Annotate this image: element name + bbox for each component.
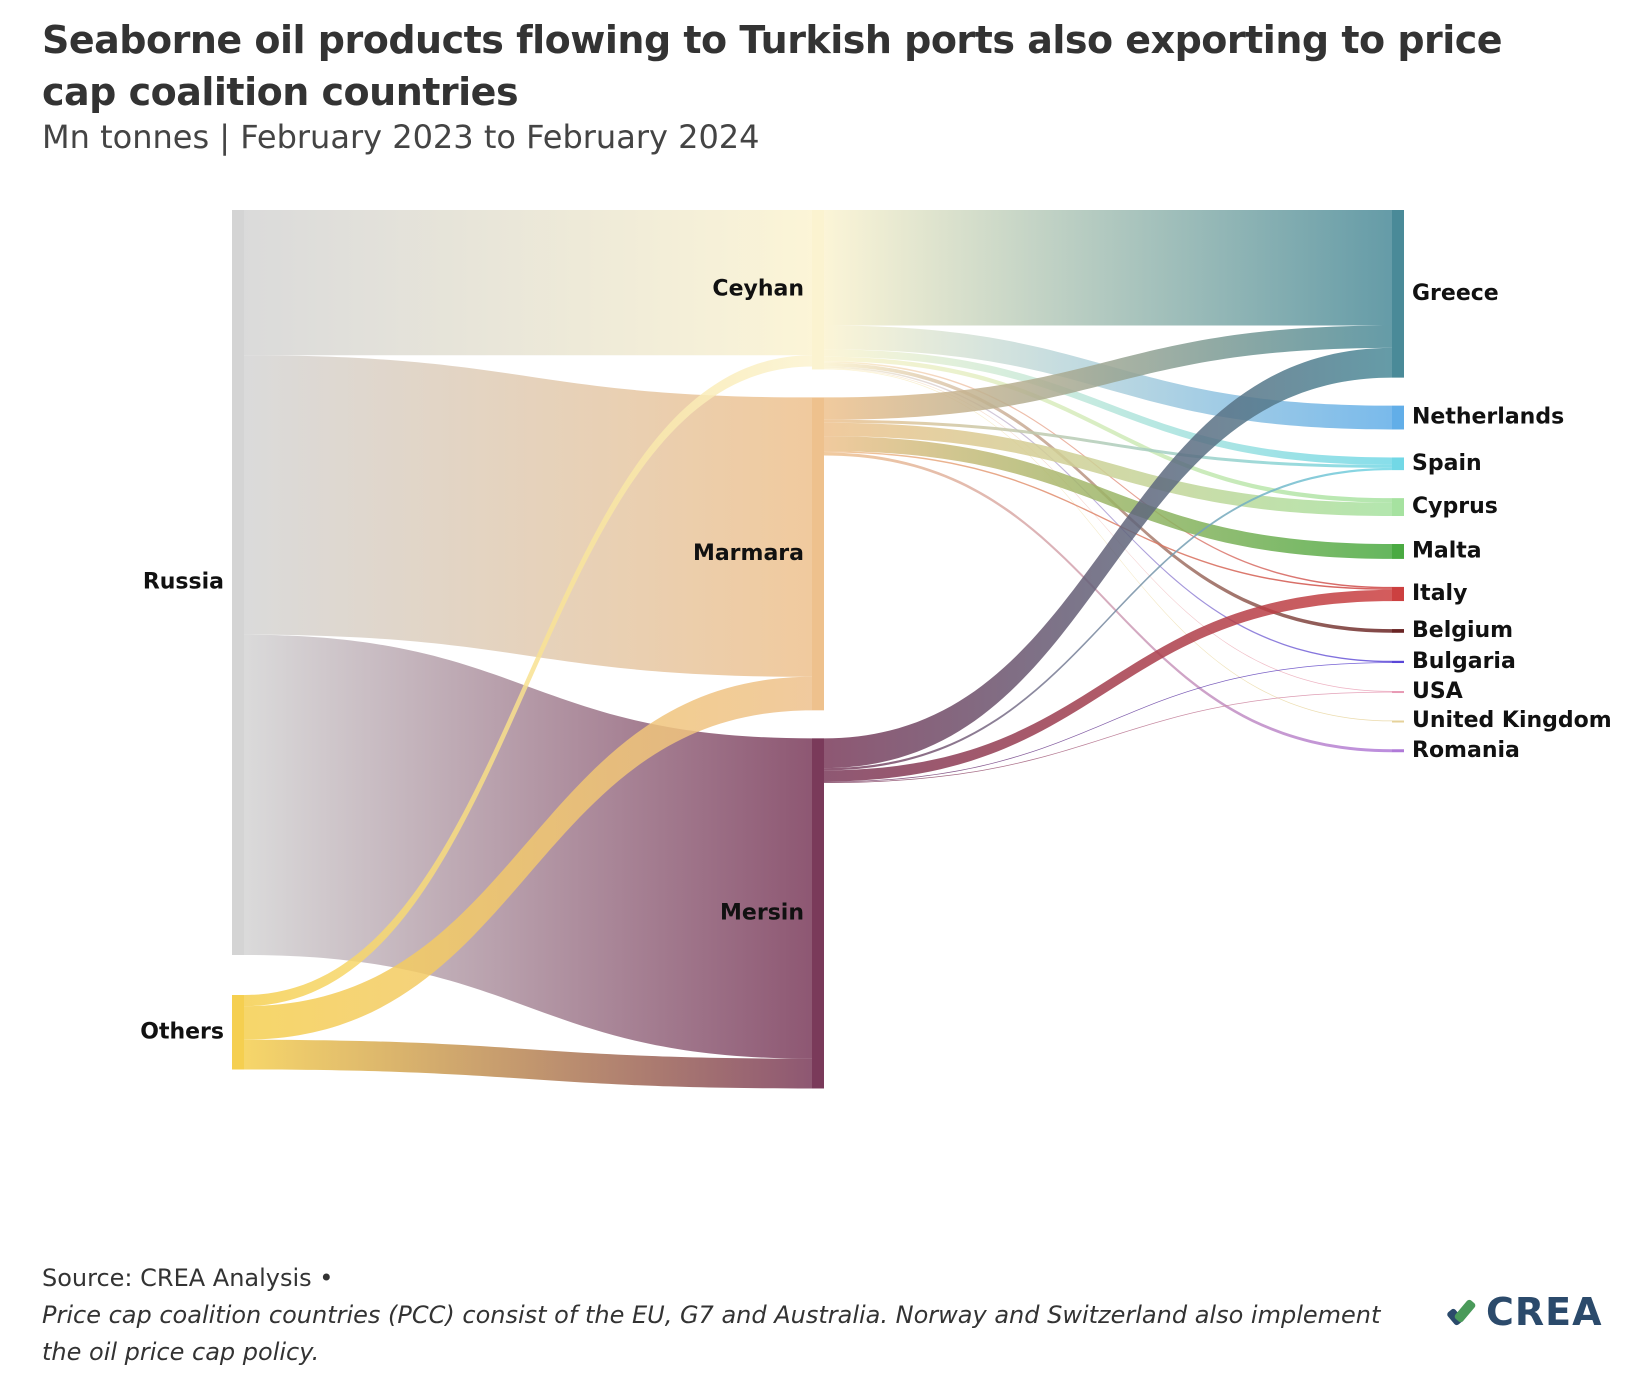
node-malta <box>1392 544 1404 559</box>
link-mersin-italy <box>824 589 1392 782</box>
node-cyprus <box>1392 498 1404 517</box>
link-ceyhan-spain <box>824 349 1392 465</box>
node-label-bulgaria: Bulgaria <box>1412 649 1516 674</box>
crea-logo-text: CREA <box>1486 1290 1603 1334</box>
node-label-mersin: Mersin <box>720 900 804 925</box>
link-russia-marmara <box>244 355 812 677</box>
link-mersin-bulgaria <box>824 662 1392 783</box>
crea-logo: CREA <box>1446 1290 1603 1334</box>
node-label-netherlands: Netherlands <box>1412 405 1564 430</box>
link-others-mersin <box>244 1039 812 1089</box>
node-label-belgium: Belgium <box>1412 618 1513 643</box>
node-label-italy: Italy <box>1412 581 1467 606</box>
node-label-others: Others <box>140 1019 224 1044</box>
chart-title: Seaborne oil products flowing to Turkish… <box>42 18 1503 114</box>
node-mersin <box>812 738 824 1089</box>
link-marmara-malta <box>824 436 1392 559</box>
node-label-ceyhan: Ceyhan <box>712 277 804 302</box>
node-spain <box>1392 457 1404 471</box>
chart-subtitle: Mn tonnes | February 2023 to February 20… <box>42 118 760 156</box>
node-ceyhan <box>812 210 824 370</box>
node-italy <box>1392 586 1404 602</box>
sankey-chart: Russia Others Ceyhan Marmara Mersin Greece Net… <box>140 210 1612 1089</box>
node-netherlands <box>1392 405 1404 430</box>
node-label-spain: Spain <box>1412 451 1482 476</box>
footer: Source: CREA Analysis • Price cap coalit… <box>42 1260 1422 1371</box>
node-label-uk: United Kingdom <box>1412 708 1612 733</box>
node-belgium <box>1392 629 1404 633</box>
link-others-ceyhan <box>244 355 812 1007</box>
node-marmara <box>812 397 824 711</box>
labels-layer: Russia Others Ceyhan Marmara Mersin Greece Net… <box>140 277 1611 1045</box>
node-label-malta: Malta <box>1412 538 1482 563</box>
node-romania <box>1392 749 1404 753</box>
link-ceyhan-cyprus <box>824 356 1392 503</box>
link-marmara-greece <box>824 325 1392 420</box>
node-label-romania: Romania <box>1412 738 1520 763</box>
link-ceyhan-bulgaria <box>824 366 1392 663</box>
link-mersin-usa <box>824 691 1392 784</box>
node-russia <box>232 210 244 955</box>
link-ceyhan-greece <box>824 210 1392 326</box>
link-marmara-spain <box>824 419 1392 468</box>
node-label-greece: Greece <box>1412 281 1499 306</box>
node-usa <box>1392 691 1404 694</box>
link-marmara-cyprus <box>824 422 1392 517</box>
node-label-cyprus: Cyprus <box>1412 494 1498 519</box>
node-label-russia: Russia <box>143 570 224 595</box>
link-others-marmara <box>244 676 812 1040</box>
node-label-marmara: Marmara <box>693 541 804 566</box>
link-ceyhan-usa <box>824 367 1392 692</box>
nodes-layer <box>232 210 1404 1089</box>
link-marmara-italy <box>824 451 1392 590</box>
link-marmara-romania <box>824 452 1392 753</box>
node-uk <box>1392 720 1404 723</box>
node-greece <box>1392 210 1404 378</box>
links-layer <box>244 210 1392 1089</box>
link-russia-ceyhan <box>244 210 812 356</box>
link-mersin-spain <box>824 467 1392 771</box>
node-label-usa: USA <box>1412 679 1463 704</box>
footnote-text: Price cap coalition countries (PCC) cons… <box>42 1301 1381 1366</box>
link-mersin-greece <box>824 347 1392 769</box>
node-bulgaria <box>1392 660 1404 664</box>
node-others <box>232 995 244 1070</box>
crea-check-icon <box>1447 1299 1476 1326</box>
source-text: Source: CREA Analysis • <box>42 1264 334 1292</box>
